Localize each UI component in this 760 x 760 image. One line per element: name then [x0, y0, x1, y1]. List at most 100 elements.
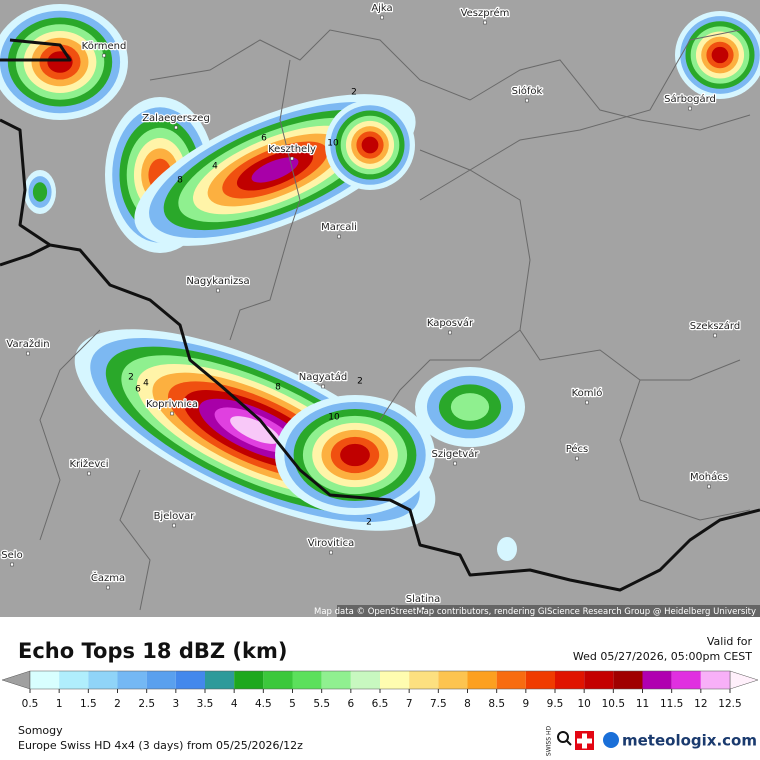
brand-logo	[603, 732, 619, 748]
place-label: Siófok	[512, 85, 543, 97]
place-label: Kaposvár	[427, 317, 474, 329]
color-bin	[467, 671, 497, 689]
tick-label: 12.5	[718, 698, 741, 710]
contour-label: 10	[328, 413, 340, 423]
colorbar: 0.5 1 1.5 2 2.5 3 3.5 4 4.5 5 5.5 6 6.5 7 7.5 8 8.5 9 9.5 1…	[1, 670, 759, 710]
echo-layer	[711, 46, 729, 64]
place-dot	[102, 53, 106, 58]
search-icon	[557, 731, 569, 743]
color-bin	[642, 671, 672, 689]
place-label: Varaždin	[6, 338, 49, 350]
tick-label: 10	[577, 698, 590, 710]
echo-layer	[340, 443, 370, 467]
tick-label: 11	[636, 698, 649, 710]
legend-title: Echo Tops 18 dBZ (km)	[18, 639, 287, 663]
place-dot	[216, 288, 220, 293]
echo-layer	[450, 393, 490, 421]
color-bin	[496, 671, 526, 689]
radar-echoes	[0, 4, 760, 561]
place-label: Zalaegerszeg	[142, 113, 210, 124]
place-label: Szekszárd	[690, 320, 740, 332]
tick-label: 3	[172, 698, 179, 710]
color-bin	[350, 671, 380, 689]
color-bin	[146, 671, 176, 689]
color-bin	[380, 671, 410, 689]
place-label: Szigetvár	[432, 448, 480, 460]
tick-label: 2.5	[138, 698, 155, 710]
color-bin	[409, 671, 439, 689]
search-icon	[566, 740, 572, 746]
place-dot	[448, 330, 452, 335]
model-run: Europe Swiss HD 4x4 (3 days) from 05/25/…	[18, 739, 303, 752]
tick-label: 10.5	[602, 698, 625, 710]
place-dot	[525, 98, 529, 103]
swiss-cross	[577, 733, 592, 749]
place-dot	[585, 400, 589, 405]
tick-label: 11.5	[660, 698, 683, 710]
contour-label: 2	[351, 88, 357, 98]
tick-label: 6	[347, 698, 354, 710]
tick-label: 5.5	[313, 698, 330, 710]
tick-label: 8.5	[488, 698, 505, 710]
tick-label: 8	[464, 698, 471, 710]
color-bin	[234, 671, 264, 689]
attribution-bar	[337, 605, 760, 617]
valid-label: Valid for	[707, 635, 753, 648]
place-dot	[87, 471, 91, 476]
place-dot	[174, 125, 178, 130]
place-label: Sárbogárd	[664, 93, 716, 105]
place-dot	[106, 585, 110, 590]
color-bin	[584, 671, 614, 689]
echo-layer	[230, 416, 280, 444]
place-label: Veszprém	[461, 7, 510, 19]
place-dot	[380, 15, 384, 20]
region: Somogy	[18, 724, 63, 737]
color-bin	[175, 671, 205, 689]
tick-label: 5	[289, 698, 296, 710]
place-label: Ajka	[371, 3, 392, 14]
echo-layer	[47, 51, 73, 73]
tick-label: 7	[406, 698, 413, 710]
color-bin	[292, 671, 322, 689]
badge: SWISS HD	[546, 726, 553, 757]
color-bin	[30, 671, 60, 689]
color-bin	[700, 671, 730, 689]
contour-label: 8	[177, 176, 183, 186]
tick-label: 4.5	[255, 698, 272, 710]
contour-label: 4	[212, 162, 218, 172]
place-dot	[421, 606, 425, 611]
contour-label: 2	[128, 373, 134, 383]
contour-label: 6	[261, 134, 267, 144]
contour-label: 2	[357, 377, 363, 387]
valid-time: Wed 05/27/2026, 05:00pm CEST	[573, 650, 752, 663]
place-label: Komló	[572, 387, 603, 399]
color-bin	[613, 671, 643, 689]
tick-label: 1	[56, 698, 63, 710]
echo-layer	[361, 136, 379, 154]
tick-label: 2	[114, 698, 121, 710]
brand: meteologix.com	[622, 732, 757, 750]
color-bin	[438, 671, 468, 689]
place-dot	[688, 106, 692, 111]
place-label: Marcali	[321, 222, 357, 233]
contour-label: 2	[366, 518, 372, 528]
place-dot	[26, 351, 30, 356]
color-bin	[671, 671, 701, 689]
contour-label: 10	[327, 139, 339, 149]
place-label: Virovitica	[308, 538, 354, 549]
tick-label: 4	[231, 698, 238, 710]
tick-label: 7.5	[430, 698, 447, 710]
contour-label: 6	[135, 385, 141, 395]
echo-layer	[32, 182, 48, 202]
place-dot	[321, 384, 325, 389]
below-range	[1, 670, 31, 690]
place-dot	[713, 333, 717, 338]
place-label: Selo	[1, 550, 22, 561]
color-bin	[321, 671, 351, 689]
place-dot	[290, 156, 294, 161]
color-bin	[263, 671, 293, 689]
place-label: Koprivnica	[146, 399, 198, 410]
place-dot	[453, 461, 457, 466]
